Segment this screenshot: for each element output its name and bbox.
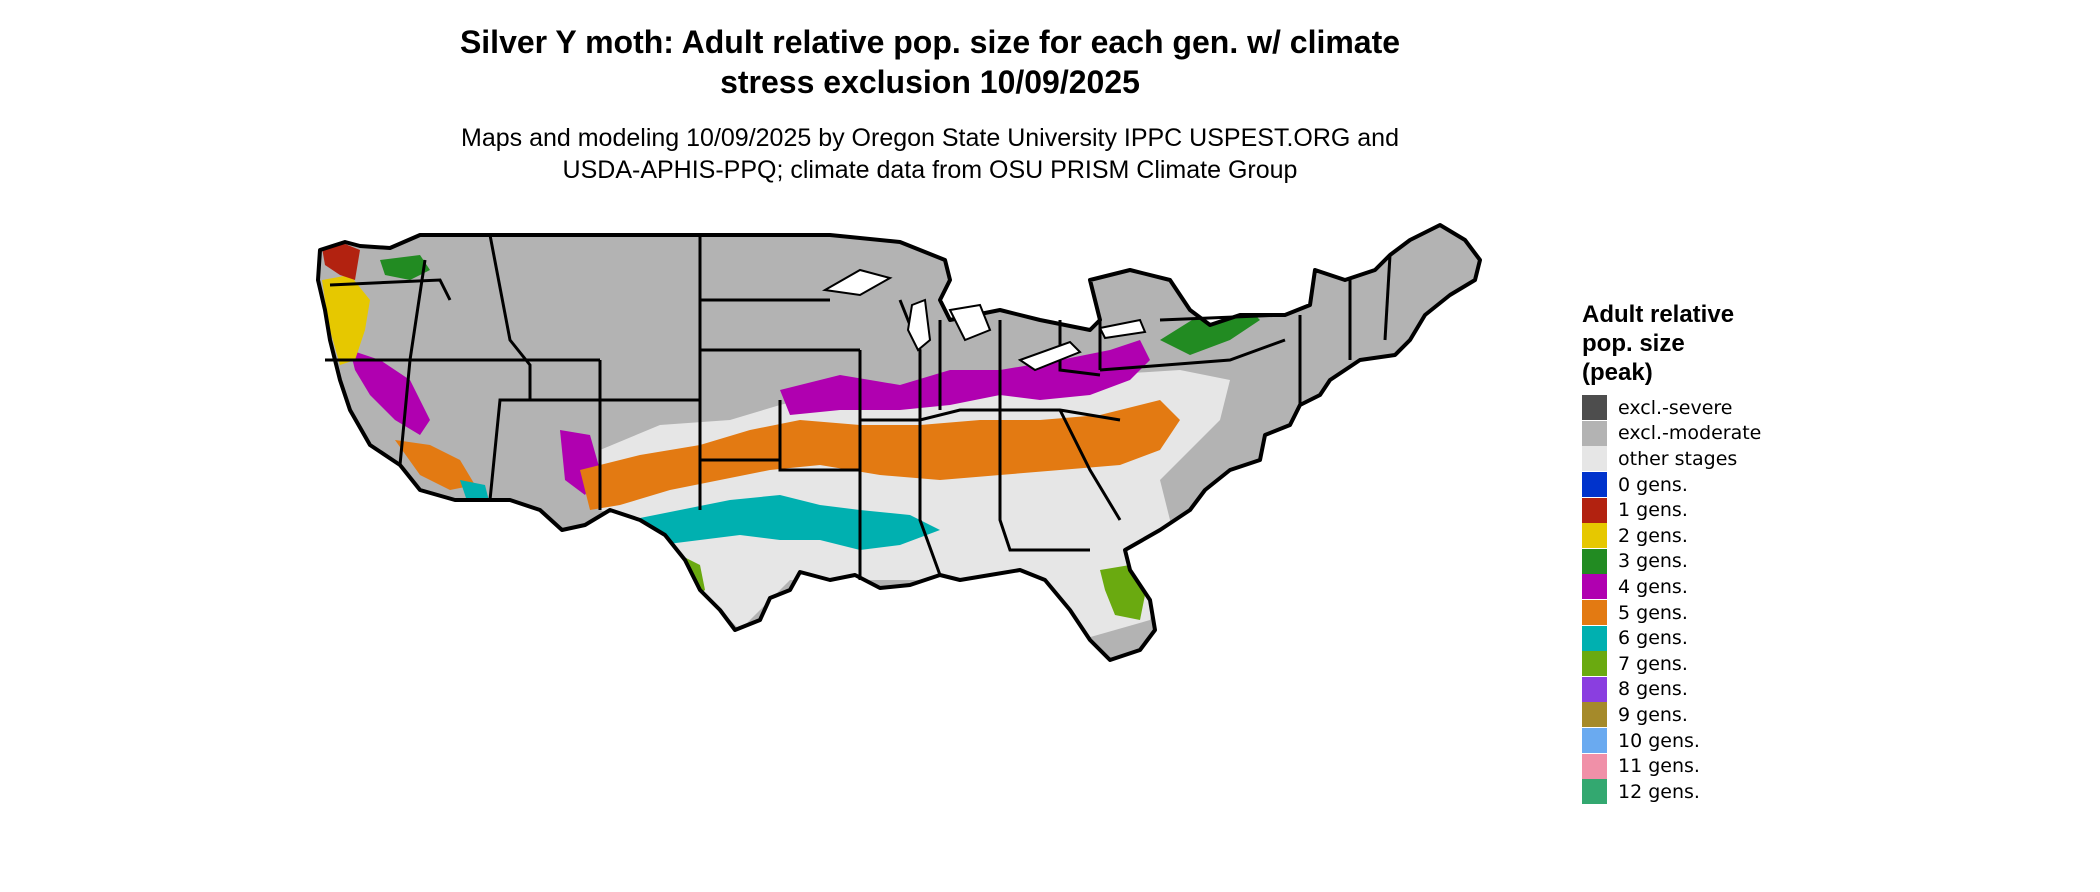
zone-5-gens xyxy=(580,400,1180,510)
legend-label: 6 gens. xyxy=(1618,627,1688,650)
legend-swatch xyxy=(1582,497,1607,523)
legend-label: 5 gens. xyxy=(1618,601,1688,624)
zone-5-gens-west xyxy=(395,440,475,490)
map-title: Silver Y moth: Adult relative pop. size … xyxy=(330,22,1530,102)
legend-swatch xyxy=(1582,472,1607,498)
legend-label: 9 gens. xyxy=(1618,703,1688,726)
us-map xyxy=(316,223,1482,662)
zone-4-gens-east xyxy=(780,340,1150,415)
legend-item: 3 gens. xyxy=(1582,548,2002,575)
legend-label: 4 gens. xyxy=(1618,575,1688,598)
legend-label: 8 gens. xyxy=(1618,678,1688,701)
legend-swatch xyxy=(1582,523,1607,549)
legend-swatch xyxy=(1582,446,1607,472)
legend-label: 1 gens. xyxy=(1618,499,1688,522)
legend-swatch xyxy=(1582,702,1607,728)
legend-label: excl.-severe xyxy=(1618,396,1733,419)
legend-item: 10 gens. xyxy=(1582,728,2002,754)
legend-swatch xyxy=(1582,548,1607,574)
zone-6-gens xyxy=(630,495,940,550)
legend-label: 12 gens. xyxy=(1618,780,1700,803)
zone-4-gens-west xyxy=(350,350,430,435)
legend-item: excl.-severe xyxy=(1582,395,2002,421)
legend-item: 2 gens. xyxy=(1582,523,2002,549)
great-lakes xyxy=(821,268,1147,372)
legend-item: 11 gens. xyxy=(1582,753,2002,779)
legend-title-line-2: pop. size xyxy=(1582,330,1685,357)
legend-label: 11 gens. xyxy=(1618,755,1700,778)
title-line-2: stress exclusion 10/09/2025 xyxy=(720,64,1140,100)
legend-item: 9 gens. xyxy=(1582,702,2002,728)
legend-swatch xyxy=(1582,676,1607,702)
subtitle-line-2: USDA-APHIS-PPQ; climate data from OSU PR… xyxy=(562,156,1298,184)
legend-swatch xyxy=(1582,753,1607,779)
legend-items: excl.-severe excl.-moderate other stages 0 … xyxy=(1582,395,2002,805)
legend-label: 7 gens. xyxy=(1618,652,1688,675)
legend-item: 12 gens. xyxy=(1582,779,2002,805)
title-line-1: Silver Y moth: Adult relative pop. size … xyxy=(459,24,1401,60)
legend-item: excl.-moderate xyxy=(1582,420,2002,447)
legend-swatch xyxy=(1582,651,1607,677)
legend-item: other stages xyxy=(1582,446,2002,472)
legend-label: excl.-moderate xyxy=(1618,422,1762,445)
legend: Adult relative pop. size (peak) excl.-se… xyxy=(1582,300,2002,805)
legend-swatch xyxy=(1582,779,1607,805)
zone-1-gens xyxy=(322,244,360,280)
legend-swatch xyxy=(1582,420,1607,446)
legend-item: 4 gens. xyxy=(1582,574,2002,600)
legend-item: 5 gens. xyxy=(1582,600,2002,626)
legend-item: 1 gens. xyxy=(1582,497,2002,523)
legend-swatch xyxy=(1582,395,1607,421)
legend-item: 8 gens. xyxy=(1582,676,2002,703)
legend-title: Adult relative pop. size (peak) xyxy=(1582,300,2002,387)
legend-title-line-1: Adult relative xyxy=(1582,301,1735,328)
legend-swatch xyxy=(1582,600,1607,626)
legend-label: 10 gens. xyxy=(1618,729,1700,752)
legend-swatch xyxy=(1582,574,1607,600)
legend-item: 0 gens. xyxy=(1582,472,2002,498)
legend-label: 3 gens. xyxy=(1618,550,1688,573)
map-subtitle: Maps and modeling 10/09/2025 by Oregon S… xyxy=(330,122,1530,186)
zone-2-gens xyxy=(322,275,370,365)
subtitle-line-1: Maps and modeling 10/09/2025 by Oregon S… xyxy=(461,124,1399,152)
legend-label: other stages xyxy=(1618,447,1738,470)
legend-swatch xyxy=(1582,728,1607,754)
zone-3-gens-nw xyxy=(380,255,430,280)
legend-label: 0 gens. xyxy=(1618,473,1688,496)
legend-item: 6 gens. xyxy=(1582,625,2002,651)
legend-swatch xyxy=(1582,625,1607,651)
legend-label: 2 gens. xyxy=(1618,524,1688,547)
legend-item: 7 gens. xyxy=(1582,651,2002,677)
legend-title-line-3: (peak) xyxy=(1582,359,1653,386)
state-borders xyxy=(325,234,1392,580)
